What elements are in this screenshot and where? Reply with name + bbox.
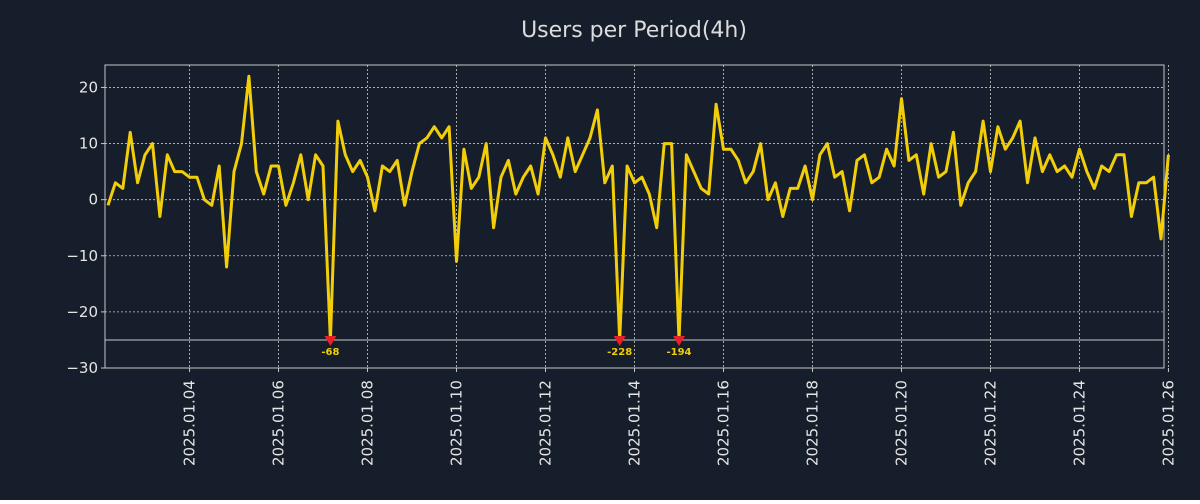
x-tick-label: 2025.01.18 <box>803 380 821 466</box>
x-tick-label: 2025.01.24 <box>1070 380 1088 466</box>
y-tick-label: −20 <box>66 303 98 321</box>
grid-lines <box>105 65 1169 368</box>
outlier-marker <box>672 335 685 346</box>
outlier-marker <box>613 335 626 346</box>
series-line-users <box>106 74 1170 342</box>
chart-title: Users per Period(4h) <box>521 18 747 43</box>
y-tick-label: 0 <box>88 191 98 209</box>
x-tick-label: 2025.01.16 <box>714 380 732 466</box>
x-tick-label: 2025.01.22 <box>981 380 999 466</box>
outlier-label: -68 <box>321 347 339 358</box>
x-tick-label: 2025.01.20 <box>892 380 910 466</box>
x-tick-label: 2025.01.10 <box>448 380 466 466</box>
y-tick-label: −10 <box>66 247 98 265</box>
x-tick-label: 2025.01.04 <box>181 380 199 466</box>
x-tick-label: 2025.01.26 <box>1159 380 1177 466</box>
x-tick-label: 2025.01.08 <box>359 380 377 466</box>
x-tick-label: 2025.01.06 <box>270 380 288 466</box>
x-axis: 2025.01.04 2025.01.06 2025.01.08 2025.01.10… <box>181 368 1177 466</box>
y-tick-label: 10 <box>79 135 98 153</box>
outlier-label: -194 <box>666 347 691 358</box>
y-tick-label: −30 <box>66 359 98 377</box>
outlier-annotations: -68 -228 -194 <box>321 335 692 358</box>
y-axis: 20 10 0 −10 −20 −30 <box>66 78 105 377</box>
y-tick-label: 20 <box>79 78 98 96</box>
x-tick-label: 2025.01.14 <box>626 380 644 466</box>
x-tick-label: 2025.01.12 <box>537 380 555 466</box>
outlier-label: -228 <box>607 347 632 358</box>
outlier-marker <box>324 335 337 346</box>
